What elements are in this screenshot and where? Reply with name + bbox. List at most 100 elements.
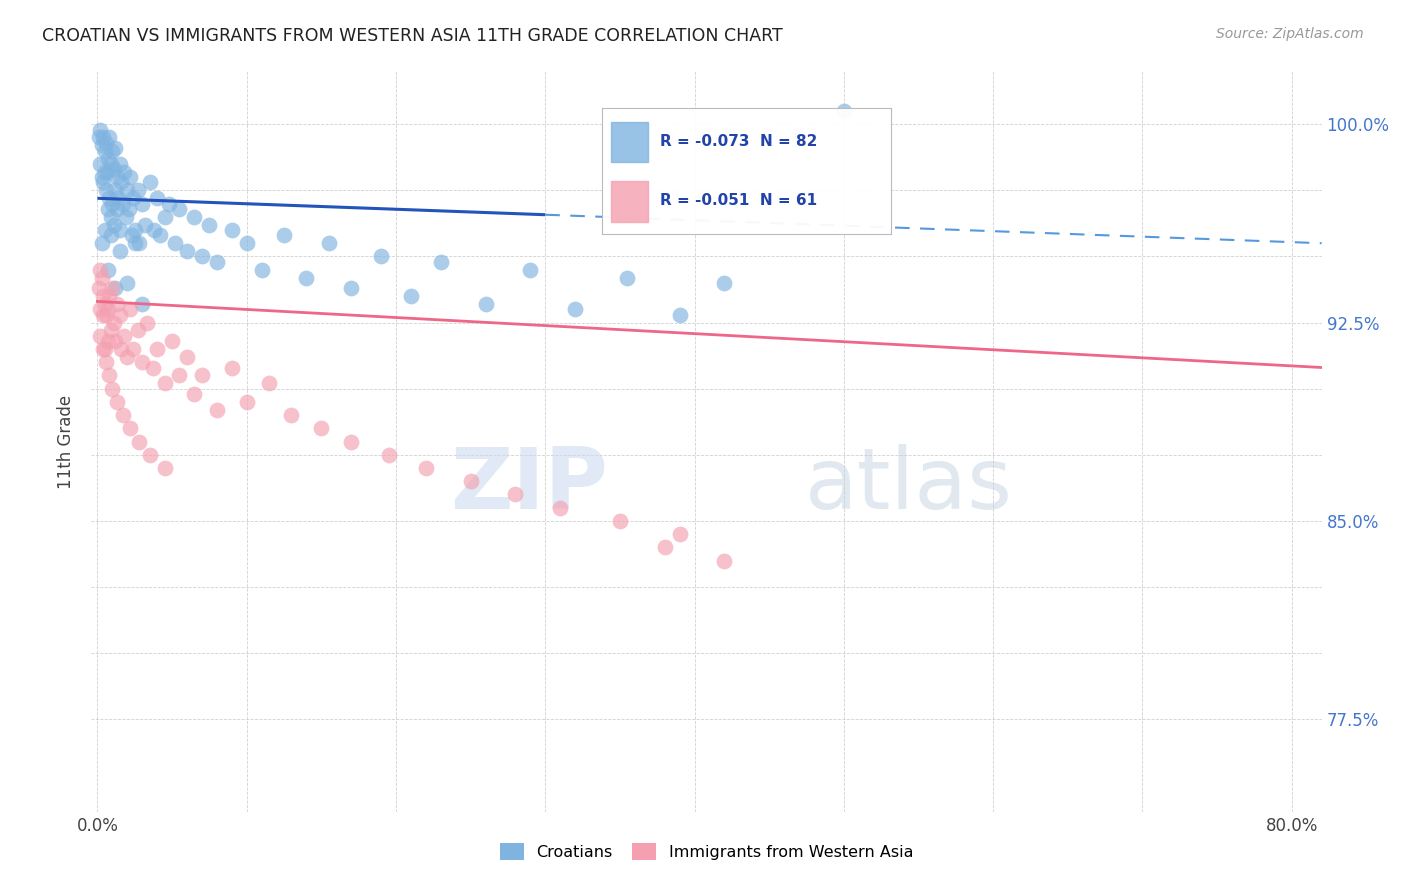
Point bbox=[153, 461, 176, 475]
Point bbox=[221, 360, 243, 375]
Point bbox=[98, 130, 121, 145]
Point bbox=[97, 202, 120, 216]
Point bbox=[91, 289, 114, 303]
Point bbox=[114, 210, 136, 224]
Point bbox=[183, 210, 205, 224]
Point bbox=[108, 157, 131, 171]
Point bbox=[176, 350, 198, 364]
Point bbox=[124, 223, 146, 237]
Point bbox=[97, 262, 120, 277]
Point bbox=[120, 170, 142, 185]
Point bbox=[94, 144, 117, 158]
Point bbox=[105, 395, 128, 409]
Point bbox=[377, 448, 399, 462]
Point bbox=[89, 157, 111, 171]
Point bbox=[104, 281, 127, 295]
Point bbox=[183, 387, 205, 401]
Point bbox=[90, 236, 112, 251]
Point bbox=[110, 176, 132, 190]
Text: ZIP: ZIP bbox=[450, 444, 607, 527]
Point bbox=[100, 324, 122, 338]
Point bbox=[96, 355, 118, 369]
Point bbox=[100, 157, 122, 171]
Point bbox=[94, 223, 117, 237]
Point bbox=[108, 244, 131, 259]
Point bbox=[138, 448, 160, 462]
Point bbox=[399, 289, 422, 303]
Point bbox=[135, 316, 157, 330]
Point bbox=[153, 376, 176, 391]
Point bbox=[295, 270, 318, 285]
Point bbox=[221, 223, 243, 237]
Point bbox=[169, 368, 191, 383]
Point bbox=[105, 297, 128, 311]
Point bbox=[131, 355, 153, 369]
Point bbox=[101, 196, 124, 211]
Point bbox=[96, 183, 118, 197]
Point bbox=[90, 270, 112, 285]
Point bbox=[108, 223, 131, 237]
Point bbox=[118, 202, 141, 216]
Point bbox=[124, 236, 146, 251]
Point bbox=[90, 170, 112, 185]
Point bbox=[235, 236, 257, 251]
Point bbox=[87, 130, 110, 145]
Point bbox=[205, 254, 228, 268]
Point bbox=[127, 183, 149, 197]
Point bbox=[142, 360, 165, 375]
Point bbox=[191, 368, 214, 383]
Point bbox=[548, 500, 571, 515]
Point bbox=[429, 254, 451, 268]
Point bbox=[105, 202, 128, 216]
Point bbox=[111, 408, 134, 422]
Point bbox=[101, 144, 124, 158]
Point bbox=[98, 368, 121, 383]
Point bbox=[163, 236, 186, 251]
Point bbox=[103, 316, 125, 330]
Point bbox=[127, 324, 149, 338]
Point bbox=[91, 308, 114, 322]
Point bbox=[89, 302, 111, 317]
Point bbox=[128, 434, 150, 449]
Point bbox=[205, 402, 228, 417]
Point bbox=[104, 141, 127, 155]
Point bbox=[235, 395, 257, 409]
Point bbox=[654, 541, 676, 555]
Point bbox=[146, 342, 169, 356]
Point bbox=[340, 434, 363, 449]
Point bbox=[111, 196, 134, 211]
Point bbox=[115, 350, 138, 364]
Point bbox=[94, 165, 117, 179]
Point bbox=[104, 183, 127, 197]
Point bbox=[143, 223, 166, 237]
Point bbox=[160, 334, 183, 348]
Point bbox=[89, 328, 111, 343]
Point bbox=[91, 130, 114, 145]
Point bbox=[101, 382, 124, 396]
Point bbox=[89, 122, 111, 136]
Point bbox=[668, 308, 690, 322]
Point bbox=[505, 487, 527, 501]
Point bbox=[191, 250, 214, 264]
Point bbox=[169, 202, 191, 216]
Point bbox=[103, 218, 125, 232]
Point bbox=[103, 162, 125, 177]
Text: Source: ZipAtlas.com: Source: ZipAtlas.com bbox=[1216, 27, 1364, 41]
Point bbox=[668, 527, 690, 541]
Point bbox=[112, 328, 135, 343]
Legend: Croatians, Immigrants from Western Asia: Croatians, Immigrants from Western Asia bbox=[494, 837, 920, 867]
Point bbox=[107, 191, 129, 205]
Point bbox=[460, 474, 482, 488]
Point bbox=[110, 342, 132, 356]
Point bbox=[96, 308, 118, 322]
Y-axis label: 11th Grade: 11th Grade bbox=[58, 394, 76, 489]
Point bbox=[120, 421, 142, 435]
Point bbox=[115, 183, 138, 197]
Point bbox=[112, 165, 135, 179]
Point bbox=[131, 196, 153, 211]
Point bbox=[105, 170, 128, 185]
Point bbox=[104, 334, 127, 348]
Point bbox=[100, 228, 122, 243]
Point bbox=[280, 408, 302, 422]
Point bbox=[273, 228, 295, 243]
